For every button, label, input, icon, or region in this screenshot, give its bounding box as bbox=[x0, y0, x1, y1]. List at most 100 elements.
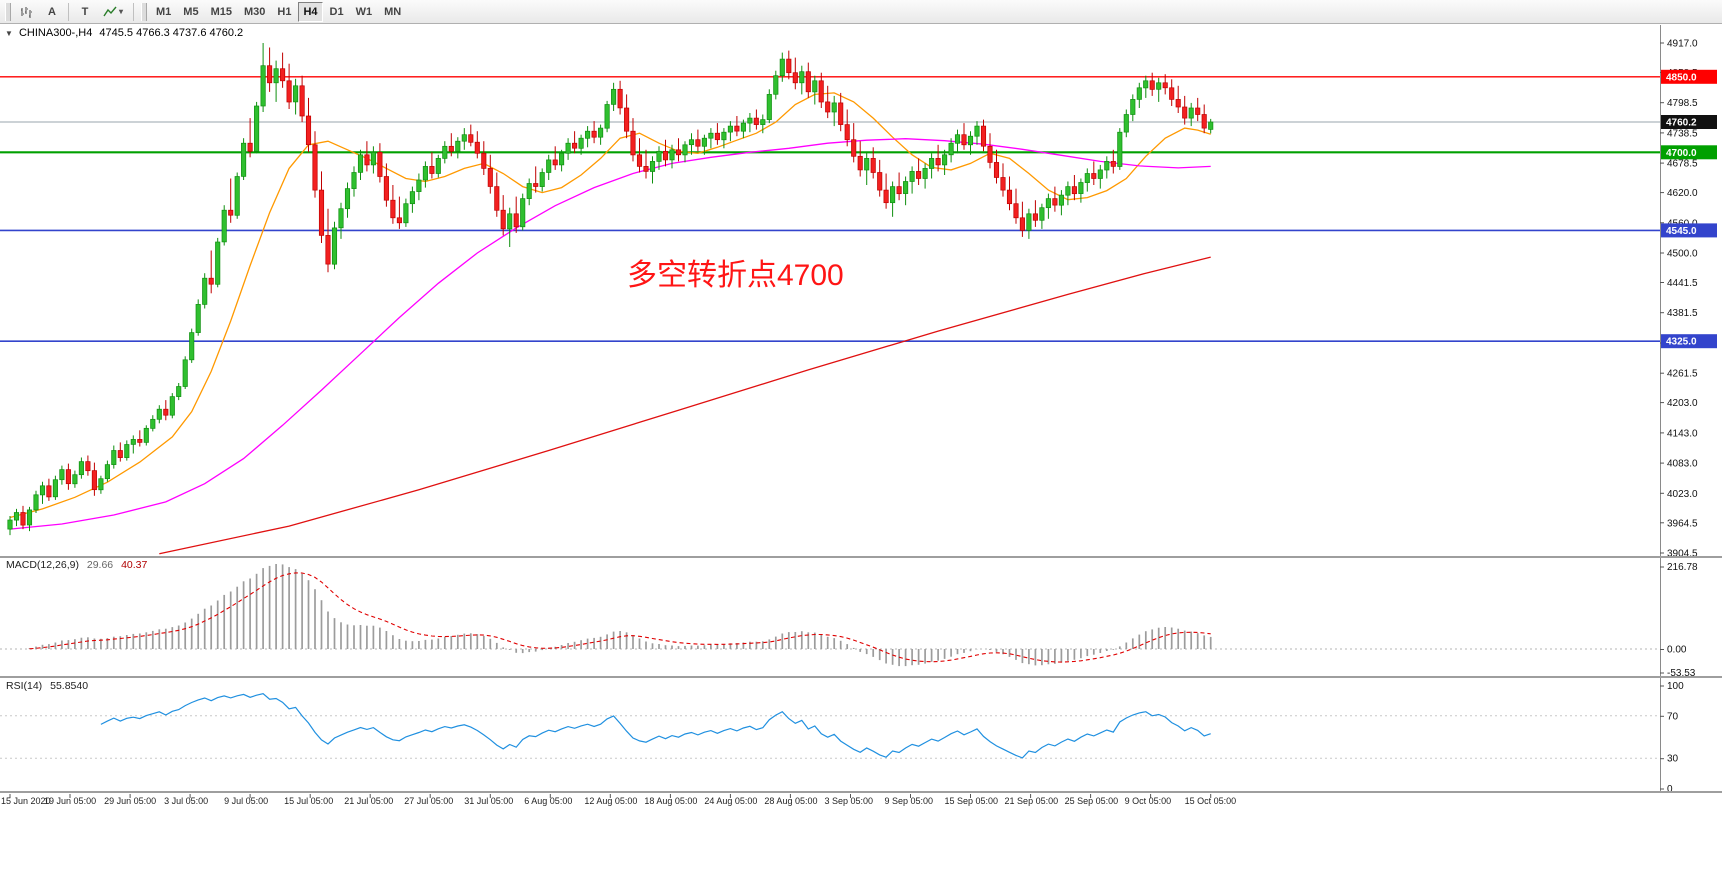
panel-separator[interactable] bbox=[0, 676, 1722, 678]
rsi-label: RSI(14) 55.8540 bbox=[6, 680, 93, 692]
arrow-tool-button[interactable]: A bbox=[41, 2, 63, 22]
timeframe-button-h4[interactable]: H4 bbox=[298, 1, 323, 22]
svg-text:4917.0: 4917.0 bbox=[1667, 39, 1698, 50]
time-axis-label: 9 Jul 05:00 bbox=[224, 796, 269, 806]
time-axis-label: 24 Aug 05:00 bbox=[704, 796, 758, 806]
time-axis-label: 15 Jun 2020 bbox=[1, 796, 51, 806]
timeframe-button-m1[interactable]: M1 bbox=[151, 2, 176, 22]
svg-text:4760.2: 4760.2 bbox=[1666, 118, 1697, 129]
time-axis-label: 21 Sep 05:00 bbox=[1004, 796, 1059, 806]
svg-text:4023.0: 4023.0 bbox=[1667, 489, 1698, 500]
toolbar-separator bbox=[133, 2, 135, 21]
time-axis-label: 31 Jul 05:00 bbox=[464, 796, 514, 806]
time-axis-label: 19 Jun 05:00 bbox=[44, 796, 97, 806]
time-axis-label: 27 Jul 05:00 bbox=[404, 796, 454, 806]
svg-text:216.78: 216.78 bbox=[1667, 562, 1698, 573]
time-axis-ticks bbox=[9, 794, 1212, 798]
text-tool-label: T bbox=[81, 5, 89, 18]
svg-text:4325.0: 4325.0 bbox=[1666, 337, 1697, 348]
macd-main-value: 29.66 bbox=[86, 559, 114, 571]
symbol-timeframe: CHINA300-,H4 bbox=[18, 27, 93, 39]
price-badge bbox=[1661, 115, 1717, 129]
moving-average-medium bbox=[9, 138, 1211, 530]
timeframe-button-d1[interactable]: D1 bbox=[325, 2, 349, 22]
time-axis-label: 28 Aug 05:00 bbox=[764, 796, 818, 806]
svg-text:4381.5: 4381.5 bbox=[1667, 308, 1698, 319]
svg-text:0.00: 0.00 bbox=[1667, 645, 1687, 656]
svg-text:4678.5: 4678.5 bbox=[1667, 159, 1698, 170]
time-axis-label: 9 Sep 05:00 bbox=[884, 796, 934, 806]
moving-average-fast bbox=[9, 92, 1211, 519]
rsi-name: RSI(14) bbox=[6, 680, 43, 692]
macd-signal-value: 40.37 bbox=[121, 559, 148, 571]
time-axis-label: 18 Aug 05:00 bbox=[644, 796, 698, 806]
time-axis-label: 3 Jul 05:00 bbox=[164, 796, 209, 806]
time-axis-label: 25 Sep 05:00 bbox=[1064, 796, 1119, 806]
svg-text:70: 70 bbox=[1667, 711, 1679, 722]
svg-text:4545.0: 4545.0 bbox=[1666, 226, 1697, 237]
time-axis-label: 15 Jul 05:00 bbox=[284, 796, 334, 806]
macd-label: MACD(12,26,9) 29.66 40.37 bbox=[6, 559, 152, 571]
timeframe-button-mn[interactable]: MN bbox=[379, 2, 406, 22]
timeframe-button-h1[interactable]: H1 bbox=[272, 2, 296, 22]
collapse-arrow-icon[interactable]: ▼ bbox=[5, 29, 13, 38]
svg-text:4083.0: 4083.0 bbox=[1667, 459, 1698, 470]
toolbar-grip[interactable] bbox=[5, 2, 11, 21]
macd-indicator bbox=[0, 564, 1660, 667]
panel-separator[interactable] bbox=[0, 556, 1722, 558]
timeframe-button-m5[interactable]: M5 bbox=[178, 2, 203, 22]
timeframe-button-m15[interactable]: M15 bbox=[206, 2, 237, 22]
rsi-axis[interactable]: 100 70 30 0 bbox=[1660, 681, 1684, 795]
price-annotation-text[interactable]: 多空转折点4700 bbox=[627, 259, 844, 292]
macd-signal-line bbox=[29, 572, 1211, 663]
time-axis-label: 15 Sep 05:00 bbox=[944, 796, 999, 806]
bar-chart-icon bbox=[21, 6, 32, 18]
price-badge bbox=[1661, 334, 1717, 349]
svg-text:30: 30 bbox=[1667, 754, 1679, 765]
time-axis-label: 9 Oct 05:00 bbox=[1124, 796, 1172, 806]
time-axis-label: 15 Oct 05:00 bbox=[1184, 796, 1237, 806]
ohlc-values: 4745.5 4766.3 4737.6 4760.2 bbox=[99, 27, 244, 39]
svg-text:4798.5: 4798.5 bbox=[1667, 98, 1698, 109]
svg-text:3904.5: 3904.5 bbox=[1667, 549, 1698, 560]
timeframe-button-m30[interactable]: M30 bbox=[239, 2, 270, 22]
text-tool-button[interactable]: T bbox=[74, 2, 96, 22]
time-axis-label: 6 Aug 05:00 bbox=[524, 796, 573, 806]
dropdown-caret-icon: ▾ bbox=[119, 7, 124, 16]
price-badge bbox=[1661, 69, 1717, 84]
bar-chart-button[interactable] bbox=[15, 2, 39, 22]
toolbar-grip[interactable] bbox=[141, 2, 148, 21]
arrow-tool-label: A bbox=[48, 5, 56, 18]
moving-average-slow bbox=[159, 256, 1211, 555]
timeframe-button-w1[interactable]: W1 bbox=[351, 2, 378, 22]
svg-text:4203.0: 4203.0 bbox=[1667, 398, 1698, 409]
time-axis[interactable]: 15 Jun 2020 19 Jun 05:00 29 Jun 05:00 3 Jul… bbox=[0, 796, 1722, 810]
svg-text:4850.0: 4850.0 bbox=[1666, 72, 1697, 83]
svg-text:4500.0: 4500.0 bbox=[1667, 249, 1698, 260]
macd-axis[interactable]: 216.78 0.00 -53.53 bbox=[1660, 562, 1698, 679]
svg-text:4261.5: 4261.5 bbox=[1667, 369, 1698, 380]
svg-text:0: 0 bbox=[1667, 784, 1673, 795]
rsi-line bbox=[100, 693, 1211, 759]
svg-text:3964.5: 3964.5 bbox=[1667, 518, 1698, 529]
indicator-zigzag-icon bbox=[103, 6, 117, 16]
chart-title: ▼ CHINA300-,H4 4745.5 4766.3 4737.6 4760… bbox=[5, 27, 247, 39]
svg-text:100: 100 bbox=[1667, 681, 1684, 692]
price-badge bbox=[1661, 145, 1717, 160]
indicators-button[interactable]: ▾ bbox=[98, 2, 128, 22]
timeframe-toolbar: M1 M5 M15 M30 H1 H4 D1 W1 MN bbox=[150, 1, 407, 22]
price-axis[interactable]: 4917.04858.54798.54738.54678.54620.04560… bbox=[1660, 39, 1717, 560]
svg-text:-53.53: -53.53 bbox=[1667, 668, 1696, 679]
time-axis-label: 29 Jun 05:00 bbox=[104, 796, 157, 806]
panel-separator[interactable] bbox=[0, 791, 1722, 793]
time-axis-label: 21 Jul 05:00 bbox=[344, 796, 394, 806]
macd-name: MACD(12,26,9) bbox=[6, 559, 79, 571]
svg-text:4143.0: 4143.0 bbox=[1667, 428, 1698, 439]
price-badge bbox=[1661, 223, 1717, 238]
time-axis-label: 12 Aug 05:00 bbox=[584, 796, 638, 806]
svg-text:4738.5: 4738.5 bbox=[1667, 128, 1698, 139]
rsi-indicator bbox=[0, 693, 1660, 759]
candlestick-series bbox=[7, 43, 1214, 536]
toolbar-separator bbox=[68, 2, 69, 21]
